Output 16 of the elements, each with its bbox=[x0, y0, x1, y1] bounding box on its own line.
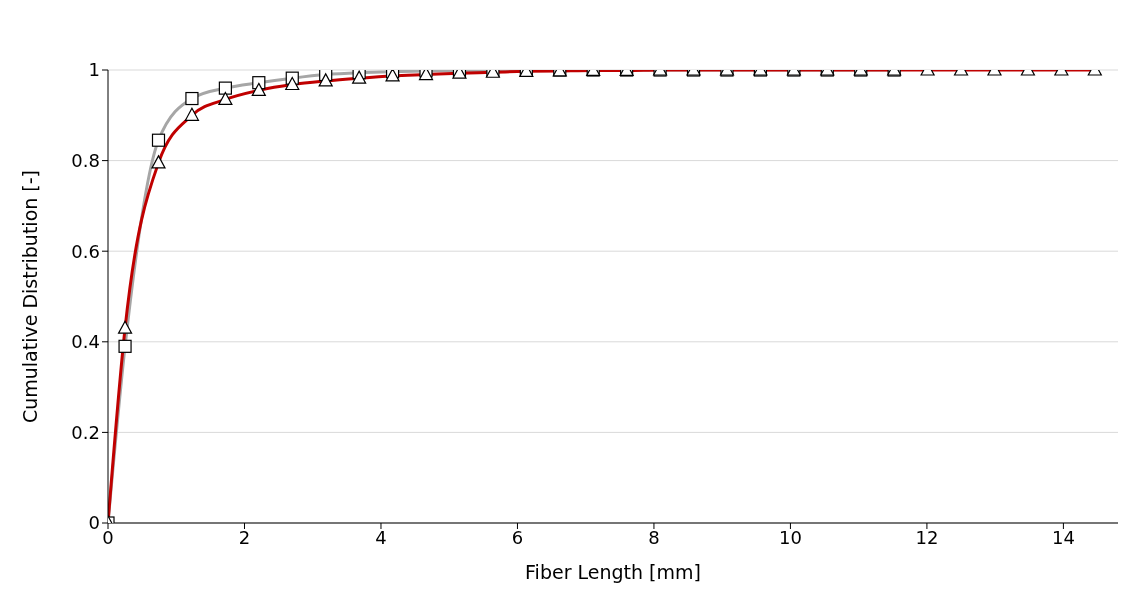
y-tick-label: 0.4 bbox=[71, 331, 100, 353]
x-tick-label: 12 bbox=[915, 526, 939, 548]
x-tick-label: 10 bbox=[778, 526, 802, 548]
x-tick-label: 6 bbox=[511, 526, 524, 548]
y-tick-label: 0.2 bbox=[71, 421, 100, 443]
x-tick-label: 2 bbox=[238, 526, 251, 548]
y-tick-label: 0.6 bbox=[71, 240, 100, 262]
x-tick-label: 0 bbox=[102, 526, 114, 548]
y-tick-label: 1 bbox=[88, 59, 100, 81]
x-tick-label: 4 bbox=[375, 526, 387, 548]
x-tick-label: 8 bbox=[648, 526, 660, 548]
x-tick-label: 14 bbox=[1051, 526, 1075, 548]
x-axis-title: Fiber Length [mm] bbox=[525, 561, 701, 583]
y-tick-label: 0.8 bbox=[71, 149, 100, 171]
y-axis-title: Cumulative Distribution [-] bbox=[18, 169, 41, 424]
y-tick-label: 0 bbox=[88, 512, 100, 534]
